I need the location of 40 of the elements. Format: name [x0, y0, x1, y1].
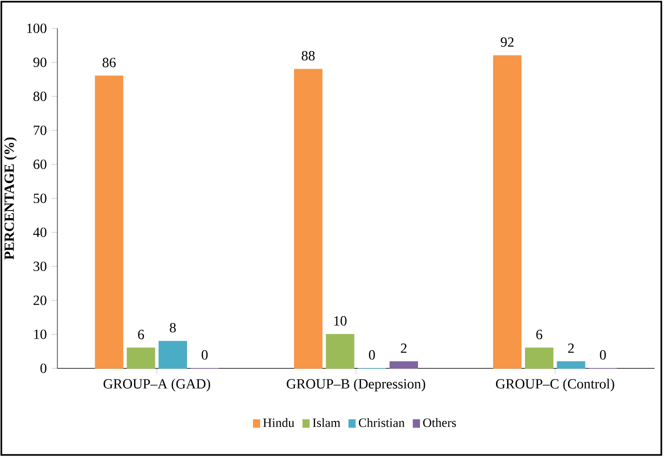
y-tick-label: 100: [27, 24, 46, 34]
y-tick-label: 10: [34, 330, 46, 340]
data-label: 86: [102, 58, 116, 68]
y-tick-label: 40: [33, 228, 46, 238]
y-tick-label: 30: [34, 262, 46, 272]
y-tick-label: 50: [34, 194, 46, 204]
bar: [94, 76, 124, 369]
bar: [524, 348, 554, 369]
data-label: 10: [334, 316, 347, 326]
bar: [158, 340, 188, 369]
legend-label: Islam: [312, 418, 340, 428]
x-tick-label: GROUP–C (Control): [496, 378, 614, 392]
x-tick-label: GROUP–B (Depression): [286, 378, 426, 392]
legend-label: Christian: [358, 418, 405, 428]
data-label: 8: [170, 322, 176, 332]
data-label: 2: [400, 344, 407, 353]
bar: [326, 334, 354, 369]
bar: [390, 361, 418, 369]
data-label: 92: [500, 37, 514, 47]
bar: [126, 348, 156, 369]
bar: [493, 55, 522, 369]
legend-label: Others: [423, 418, 456, 428]
y-tick-label: 90: [33, 58, 46, 68]
legend-label: Hindu: [263, 418, 294, 428]
data-label: 6: [536, 330, 542, 340]
y-tick-label: 60: [34, 160, 46, 170]
data-label: 0: [202, 350, 208, 360]
y-tick-label: 70: [34, 126, 46, 136]
bar: [294, 68, 322, 369]
bar: [556, 361, 586, 369]
x-tick-label: GROUP–A (GAD): [104, 378, 210, 392]
data-label: 0: [600, 350, 606, 360]
data-label: 88: [302, 50, 315, 60]
y-tick-label: 0: [40, 364, 46, 374]
data-label: 0: [368, 350, 375, 360]
y-tick-label: 20: [34, 296, 46, 306]
data-label: 6: [138, 330, 144, 340]
y-tick-label: 80: [33, 92, 46, 102]
y-axis-title: PERCENTAGE (%): [4, 137, 17, 260]
data-label: 2: [568, 344, 574, 353]
